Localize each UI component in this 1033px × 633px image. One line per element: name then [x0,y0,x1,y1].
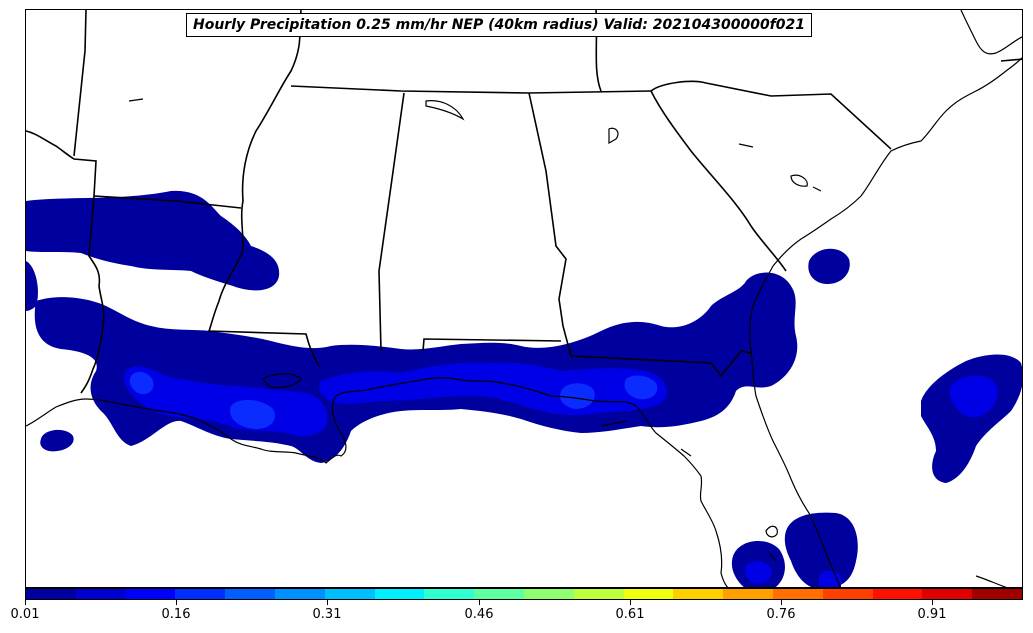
mississippi-river-border [207,10,320,367]
state-border-al-fl [422,338,562,352]
precip-area-offshore-sc [808,248,850,285]
coastline-texas [26,398,162,427]
colorbar-tick-label: 0.16 [161,607,191,622]
colorbar-segment [723,589,773,599]
map-panel [25,9,1023,588]
precip-peak-gulf-west [129,371,154,395]
colorbar-segment [872,589,923,599]
colorbar-segment [972,589,1022,599]
precip-area-atlantic-east [921,354,1022,483]
colorbar-tick [781,600,782,605]
state-border-al-ga [528,92,572,357]
colorbar-segment [623,589,674,599]
colorbar-tick [479,600,480,605]
colorbar-segment [374,589,425,599]
precip-area-west-band [26,190,280,291]
inland-lake-ga [608,127,754,148]
coastline-florida-west [699,475,729,587]
colorbar-segment [424,589,475,599]
colorbar-tick-label: 0.01 [10,607,40,622]
colorbar-segment [274,589,325,599]
colorbar-segment [523,589,574,599]
state-border-arkansas-louisiana [93,195,242,209]
colorbar-tick-label: 0.31 [312,607,342,622]
state-border-texas-louisiana [80,195,105,394]
precip-area-texas-west [26,261,38,311]
coastline-fl-panhandle [550,395,702,477]
lake-okeechobee [765,525,778,538]
colorbar-tick [25,600,26,605]
precip-area-florida-south [784,512,858,587]
coast-islands-gulf [600,420,692,457]
colorbar-tick [630,600,631,605]
state-border-ga-sc [650,90,787,272]
precip-peak-louisiana [230,399,276,429]
state-border-oklahoma-arkansas [73,10,87,157]
precip-core-louisiana [124,366,328,437]
map-canvas [26,10,1022,587]
coastline-atlantic-north [960,10,1022,55]
colorbar [25,588,1023,600]
coastline-layer [26,10,1022,587]
colorbar-tick [327,600,328,605]
inland-lake-tx [128,98,144,102]
inland-lake-mississippi [425,100,465,121]
borders-layer [26,10,1022,394]
map-title: Hourly Precipitation 0.25 mm/hr NEP (40k… [186,13,813,37]
colorbar-segment [75,589,126,599]
colorbar-segment [26,589,76,599]
colorbar-segment [474,589,524,599]
coastline-border-tx-mx [768,552,777,562]
colorbar-tick-label: 0.76 [766,607,796,622]
coastline-louisiana [160,388,372,464]
precip-peak-east-panhandle [624,375,658,400]
coastline-ms-al [370,377,552,397]
lake-pontchartrain [262,373,302,389]
precip-area-gulf-coast-band [34,272,798,463]
state-border-tn-south [290,85,652,94]
inland-lake-sc [790,174,822,192]
colorbar-tick-label: 0.46 [464,607,494,622]
colorbar-segment [125,589,176,599]
colorbar-segment [573,589,624,599]
precip-core-florida [744,561,772,584]
colorbar-segment [225,589,275,599]
precip-core-atlantic [949,375,998,417]
colorbar-segment [772,589,823,599]
colorbar-segment [324,589,375,599]
colorbar-tick-label: 0.91 [917,607,947,622]
state-border-texas-oklahoma [26,130,97,197]
colorbar-segment [922,589,973,599]
colorbar-tick [176,600,177,605]
colorbar-tick [932,600,933,605]
precipitation-layer [26,190,1022,587]
precip-area-small-gulf-blob [40,429,74,452]
state-border-ga-fl [570,350,752,378]
coastline-keys [975,575,1007,587]
state-border-nc-sc [650,80,892,150]
colorbar-tick-label: 0.61 [615,607,645,622]
state-border-ms-al [378,92,405,352]
precip-peak-florida-panhandle [560,383,595,409]
colorbar-segment [175,589,226,599]
coastline-ga-sc [772,57,1022,267]
coastline-florida-east [749,265,841,587]
colorbar-segment [673,589,724,599]
colorbar-segment [822,589,873,599]
